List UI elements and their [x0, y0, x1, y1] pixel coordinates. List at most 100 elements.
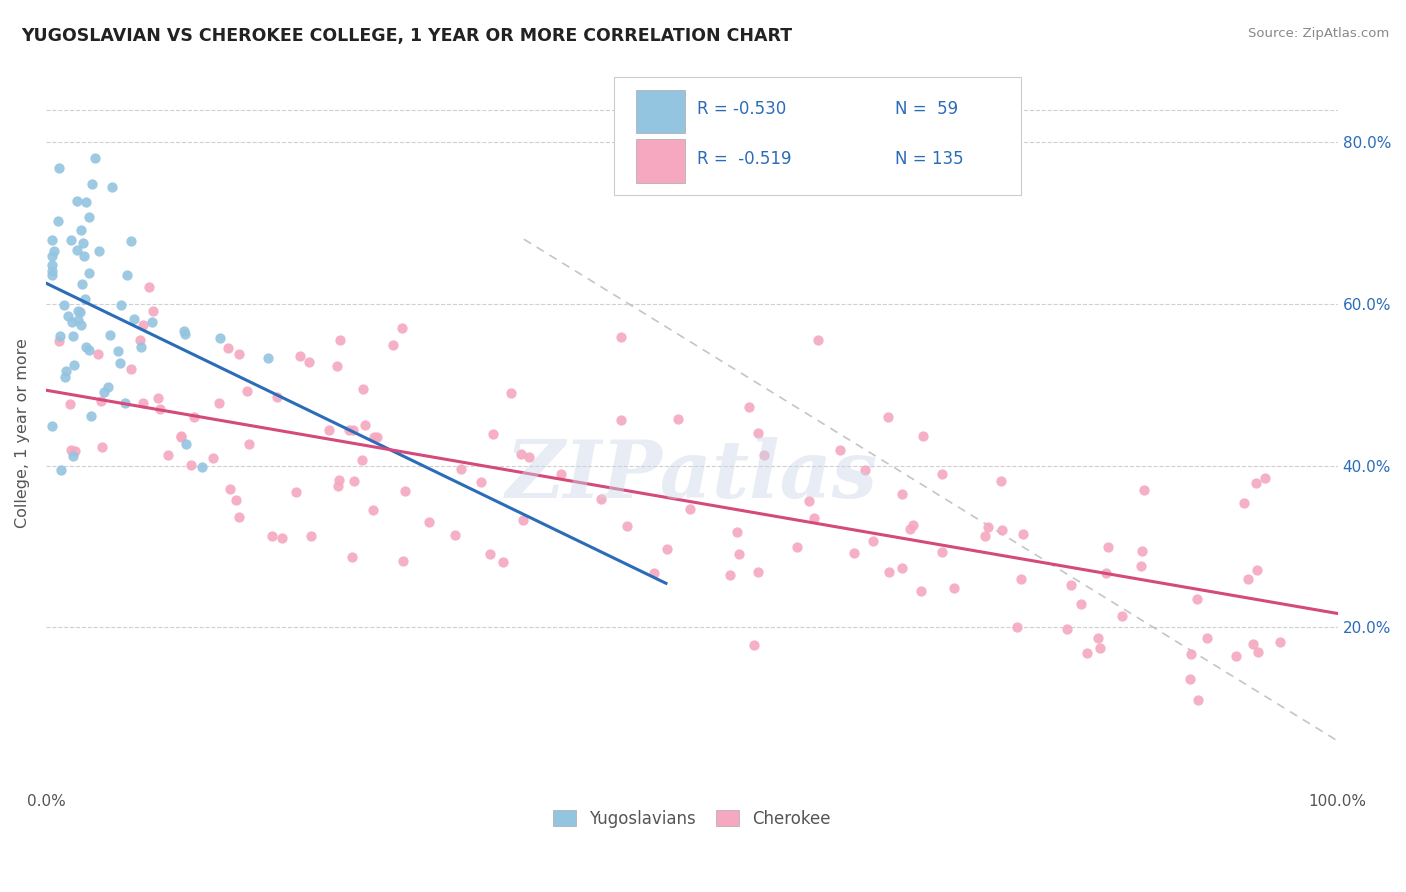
Point: [973, 528, 995, 542]
Point: [75, 195, 97, 210]
Point: [77, 266, 100, 280]
Point: [82, 177, 104, 191]
Point: [128, 333, 150, 347]
Point: [110, 298, 132, 312]
Point: [107, 343, 129, 358]
Point: [616, 519, 638, 533]
FancyBboxPatch shape: [637, 139, 685, 183]
Point: [77, 343, 100, 357]
Point: [1247, 645, 1270, 659]
Point: [977, 519, 1000, 533]
Point: [1185, 592, 1208, 607]
Point: [284, 485, 307, 500]
Point: [225, 492, 247, 507]
Point: [236, 384, 259, 398]
Point: [59, 397, 82, 411]
Point: [51, 463, 73, 477]
Point: [120, 234, 142, 248]
Point: [844, 546, 866, 560]
Point: [48, 161, 70, 176]
Point: [141, 315, 163, 329]
Point: [41, 418, 63, 433]
Point: [228, 509, 250, 524]
Point: [340, 549, 363, 564]
Point: [41, 268, 63, 282]
Text: R = -0.530: R = -0.530: [697, 101, 786, 119]
Point: [643, 566, 665, 581]
Point: [337, 423, 360, 437]
Point: [1010, 572, 1032, 586]
Point: [72, 235, 94, 250]
Point: [174, 437, 197, 451]
Point: [1180, 647, 1202, 661]
Text: N =  59: N = 59: [894, 101, 957, 119]
Point: [329, 333, 352, 347]
Point: [877, 410, 900, 425]
Point: [75, 292, 97, 306]
Point: [1076, 646, 1098, 660]
Point: [174, 326, 197, 341]
Point: [89, 244, 111, 258]
Point: [170, 430, 193, 444]
Point: [87, 347, 110, 361]
Point: [720, 568, 742, 582]
Point: [62, 450, 84, 464]
Point: [853, 463, 876, 477]
Point: [890, 561, 912, 575]
Point: [260, 529, 283, 543]
Point: [101, 180, 124, 194]
FancyBboxPatch shape: [637, 89, 685, 133]
FancyBboxPatch shape: [614, 78, 1021, 194]
Point: [470, 475, 492, 489]
Point: [122, 311, 145, 326]
Point: [299, 529, 322, 543]
Point: [1056, 622, 1078, 636]
Point: [84, 151, 107, 165]
Point: [63, 358, 86, 372]
Point: [1233, 496, 1256, 510]
Point: [354, 417, 377, 432]
Point: [1087, 632, 1109, 646]
Point: [55, 364, 77, 378]
Point: [70, 318, 93, 332]
Point: [201, 450, 224, 465]
Point: [70, 222, 93, 236]
Point: [132, 318, 155, 333]
Point: [115, 268, 138, 282]
Point: [73, 249, 96, 263]
Point: [65, 444, 87, 458]
Point: [46, 214, 69, 228]
Point: [1095, 566, 1118, 581]
Point: [209, 331, 232, 345]
Point: [49, 328, 72, 343]
Point: [1132, 543, 1154, 558]
Point: [41, 264, 63, 278]
Point: [41, 258, 63, 272]
Point: [1097, 540, 1119, 554]
Point: [342, 424, 364, 438]
Point: [342, 474, 364, 488]
Point: [481, 426, 503, 441]
Point: [991, 523, 1014, 537]
Point: [97, 380, 120, 394]
Point: [183, 410, 205, 425]
Point: [898, 522, 921, 536]
Point: [797, 494, 820, 508]
Point: [298, 355, 321, 369]
Point: [66, 303, 89, 318]
Point: [66, 243, 89, 257]
Y-axis label: College, 1 year or more: College, 1 year or more: [15, 338, 30, 528]
Point: [550, 467, 572, 482]
Point: [392, 554, 415, 568]
Point: [1012, 527, 1035, 541]
Point: [610, 413, 633, 427]
Point: [510, 447, 533, 461]
Point: [256, 351, 278, 365]
Point: [108, 356, 131, 370]
Point: [803, 511, 825, 525]
Point: [1070, 597, 1092, 611]
Point: [806, 333, 828, 347]
Point: [173, 324, 195, 338]
Point: [450, 462, 472, 476]
Point: [91, 440, 114, 454]
